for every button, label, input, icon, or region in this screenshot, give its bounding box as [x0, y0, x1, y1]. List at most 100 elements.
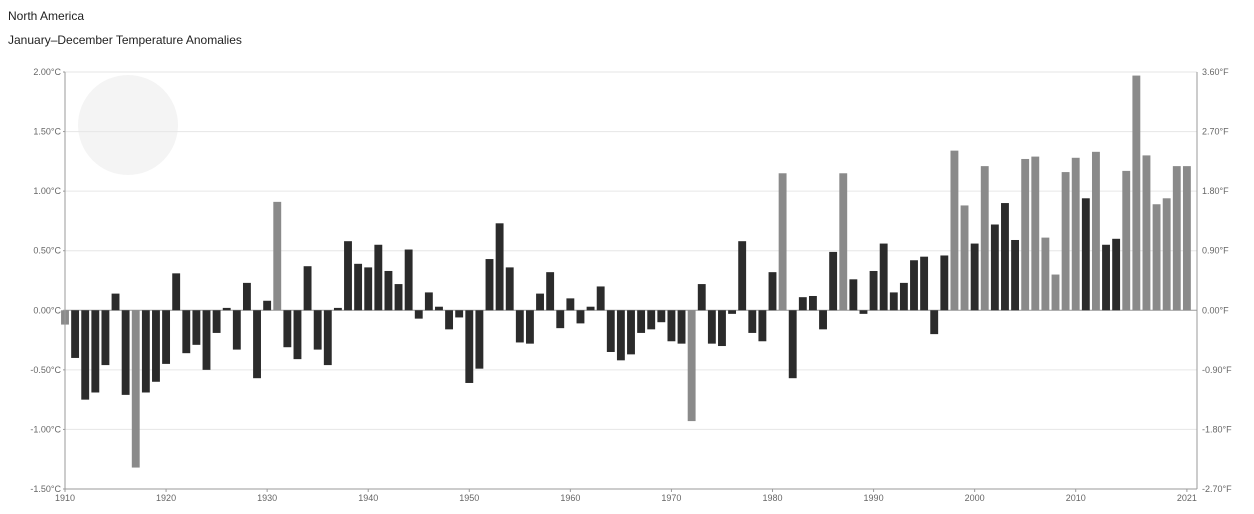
- bar-2001: [980, 166, 989, 311]
- bar-1915: [111, 293, 120, 311]
- bar-1968: [647, 310, 656, 330]
- bar-2004: [1011, 239, 1020, 311]
- noaa-logo-watermark: [78, 75, 178, 175]
- bar-1987: [839, 173, 848, 311]
- bar-2002: [990, 224, 999, 311]
- bar-1949: [455, 310, 464, 318]
- bar-1969: [657, 310, 666, 323]
- bar-1992: [889, 292, 898, 311]
- y-tick-label-right: 3.60°F: [1202, 67, 1229, 77]
- bar-1990: [869, 270, 878, 311]
- bar-1935: [313, 310, 322, 350]
- bar-2020: [1172, 166, 1181, 311]
- y-tick-label-right: -1.80°F: [1202, 424, 1232, 434]
- bar-1956: [525, 310, 534, 344]
- bar-1979: [758, 310, 767, 342]
- bar-1972: [687, 310, 696, 422]
- bar-1917: [131, 310, 140, 468]
- x-tick-label: 2021: [1177, 493, 1197, 503]
- bar-1976: [728, 310, 737, 314]
- bar-1989: [859, 310, 868, 314]
- bar-1988: [849, 279, 858, 311]
- bar-2015: [1122, 170, 1131, 311]
- x-tick-label: 1980: [762, 493, 782, 503]
- bar-1996: [930, 310, 939, 335]
- bar-1934: [303, 266, 312, 311]
- y-tick-label-right: -0.90°F: [1202, 365, 1232, 375]
- bar-1973: [697, 284, 706, 311]
- bar-1919: [152, 310, 160, 382]
- bar-2013: [1102, 244, 1110, 311]
- x-tick-label: 1910: [55, 493, 75, 503]
- y-tick-label-left: 1.00°C: [33, 186, 61, 196]
- bar-1977: [738, 241, 747, 311]
- bar-1923: [192, 310, 201, 345]
- bar-1924: [202, 310, 211, 370]
- bar-1937: [333, 307, 342, 311]
- bar-2021: [1182, 166, 1191, 311]
- y-tick-label-left: 0.50°C: [33, 246, 61, 256]
- bar-1941: [374, 244, 383, 311]
- x-tick-label: 1920: [156, 493, 176, 503]
- bar-1957: [536, 293, 544, 311]
- y-tick-label-left: 1.50°C: [33, 127, 61, 137]
- bar-1997: [940, 255, 949, 311]
- bar-2003: [1001, 203, 1009, 311]
- bar-2012: [1091, 151, 1100, 311]
- bar-1942: [384, 270, 393, 311]
- bar-1959: [556, 310, 565, 329]
- x-tick-label: 2010: [1066, 493, 1086, 503]
- x-tick-label: 2000: [965, 493, 985, 503]
- bar-1936: [323, 310, 332, 366]
- bar-1932: [283, 310, 292, 348]
- y-tick-label-left: 0.00°C: [33, 305, 61, 315]
- bar-1970: [667, 310, 676, 342]
- bar-1995: [920, 256, 929, 311]
- y-tick-label-left: -1.50°C: [30, 484, 61, 494]
- x-tick-label: 1970: [661, 493, 681, 503]
- x-tick-label: 1960: [560, 493, 580, 503]
- bar-1953: [495, 223, 504, 311]
- bar-2000: [970, 243, 979, 311]
- bar-1914: [101, 310, 110, 366]
- y-tick-label-right: 2.70°F: [1202, 127, 1229, 137]
- axes-layer: 2.00°C 3.60°F 1.50°C 2.70°F 1.00°C 1.80°F 0.50…: [30, 67, 1232, 503]
- bar-1916: [121, 310, 130, 395]
- x-tick-label: 1950: [459, 493, 479, 503]
- bar-1966: [627, 310, 635, 355]
- bar-1912: [81, 310, 90, 400]
- bar-1939: [354, 263, 363, 311]
- bar-1922: [182, 310, 191, 354]
- bar-2006: [1031, 156, 1040, 311]
- bar-2009: [1061, 172, 1070, 311]
- bar-1913: [91, 310, 100, 393]
- bar-1933: [293, 310, 302, 360]
- bar-1965: [616, 310, 625, 361]
- bars-layer: [61, 75, 1191, 468]
- x-tick-label: 1930: [257, 493, 277, 503]
- bar-1944: [404, 249, 413, 311]
- bar-2014: [1112, 238, 1121, 311]
- bar-1975: [718, 310, 726, 347]
- bar-1927: [232, 310, 241, 350]
- x-tick-label: 1990: [864, 493, 884, 503]
- bar-2019: [1162, 198, 1171, 311]
- bar-1954: [505, 267, 514, 311]
- bar-1929: [253, 310, 261, 379]
- y-tick-label-right: 0.90°F: [1202, 246, 1229, 256]
- bar-1984: [808, 295, 817, 311]
- bar-2007: [1041, 237, 1050, 311]
- bar-2018: [1152, 204, 1161, 311]
- y-tick-label-left: -1.00°C: [30, 424, 61, 434]
- bar-2005: [1021, 158, 1030, 311]
- bar-1952: [485, 259, 494, 311]
- bar-1958: [546, 272, 555, 311]
- bar-2008: [1051, 274, 1060, 311]
- bar-1940: [364, 267, 373, 311]
- bar-1960: [566, 298, 575, 311]
- y-tick-label-right: -2.70°F: [1202, 484, 1232, 494]
- bar-1962: [586, 306, 595, 311]
- bar-1920: [162, 310, 171, 364]
- bar-1961: [576, 310, 585, 324]
